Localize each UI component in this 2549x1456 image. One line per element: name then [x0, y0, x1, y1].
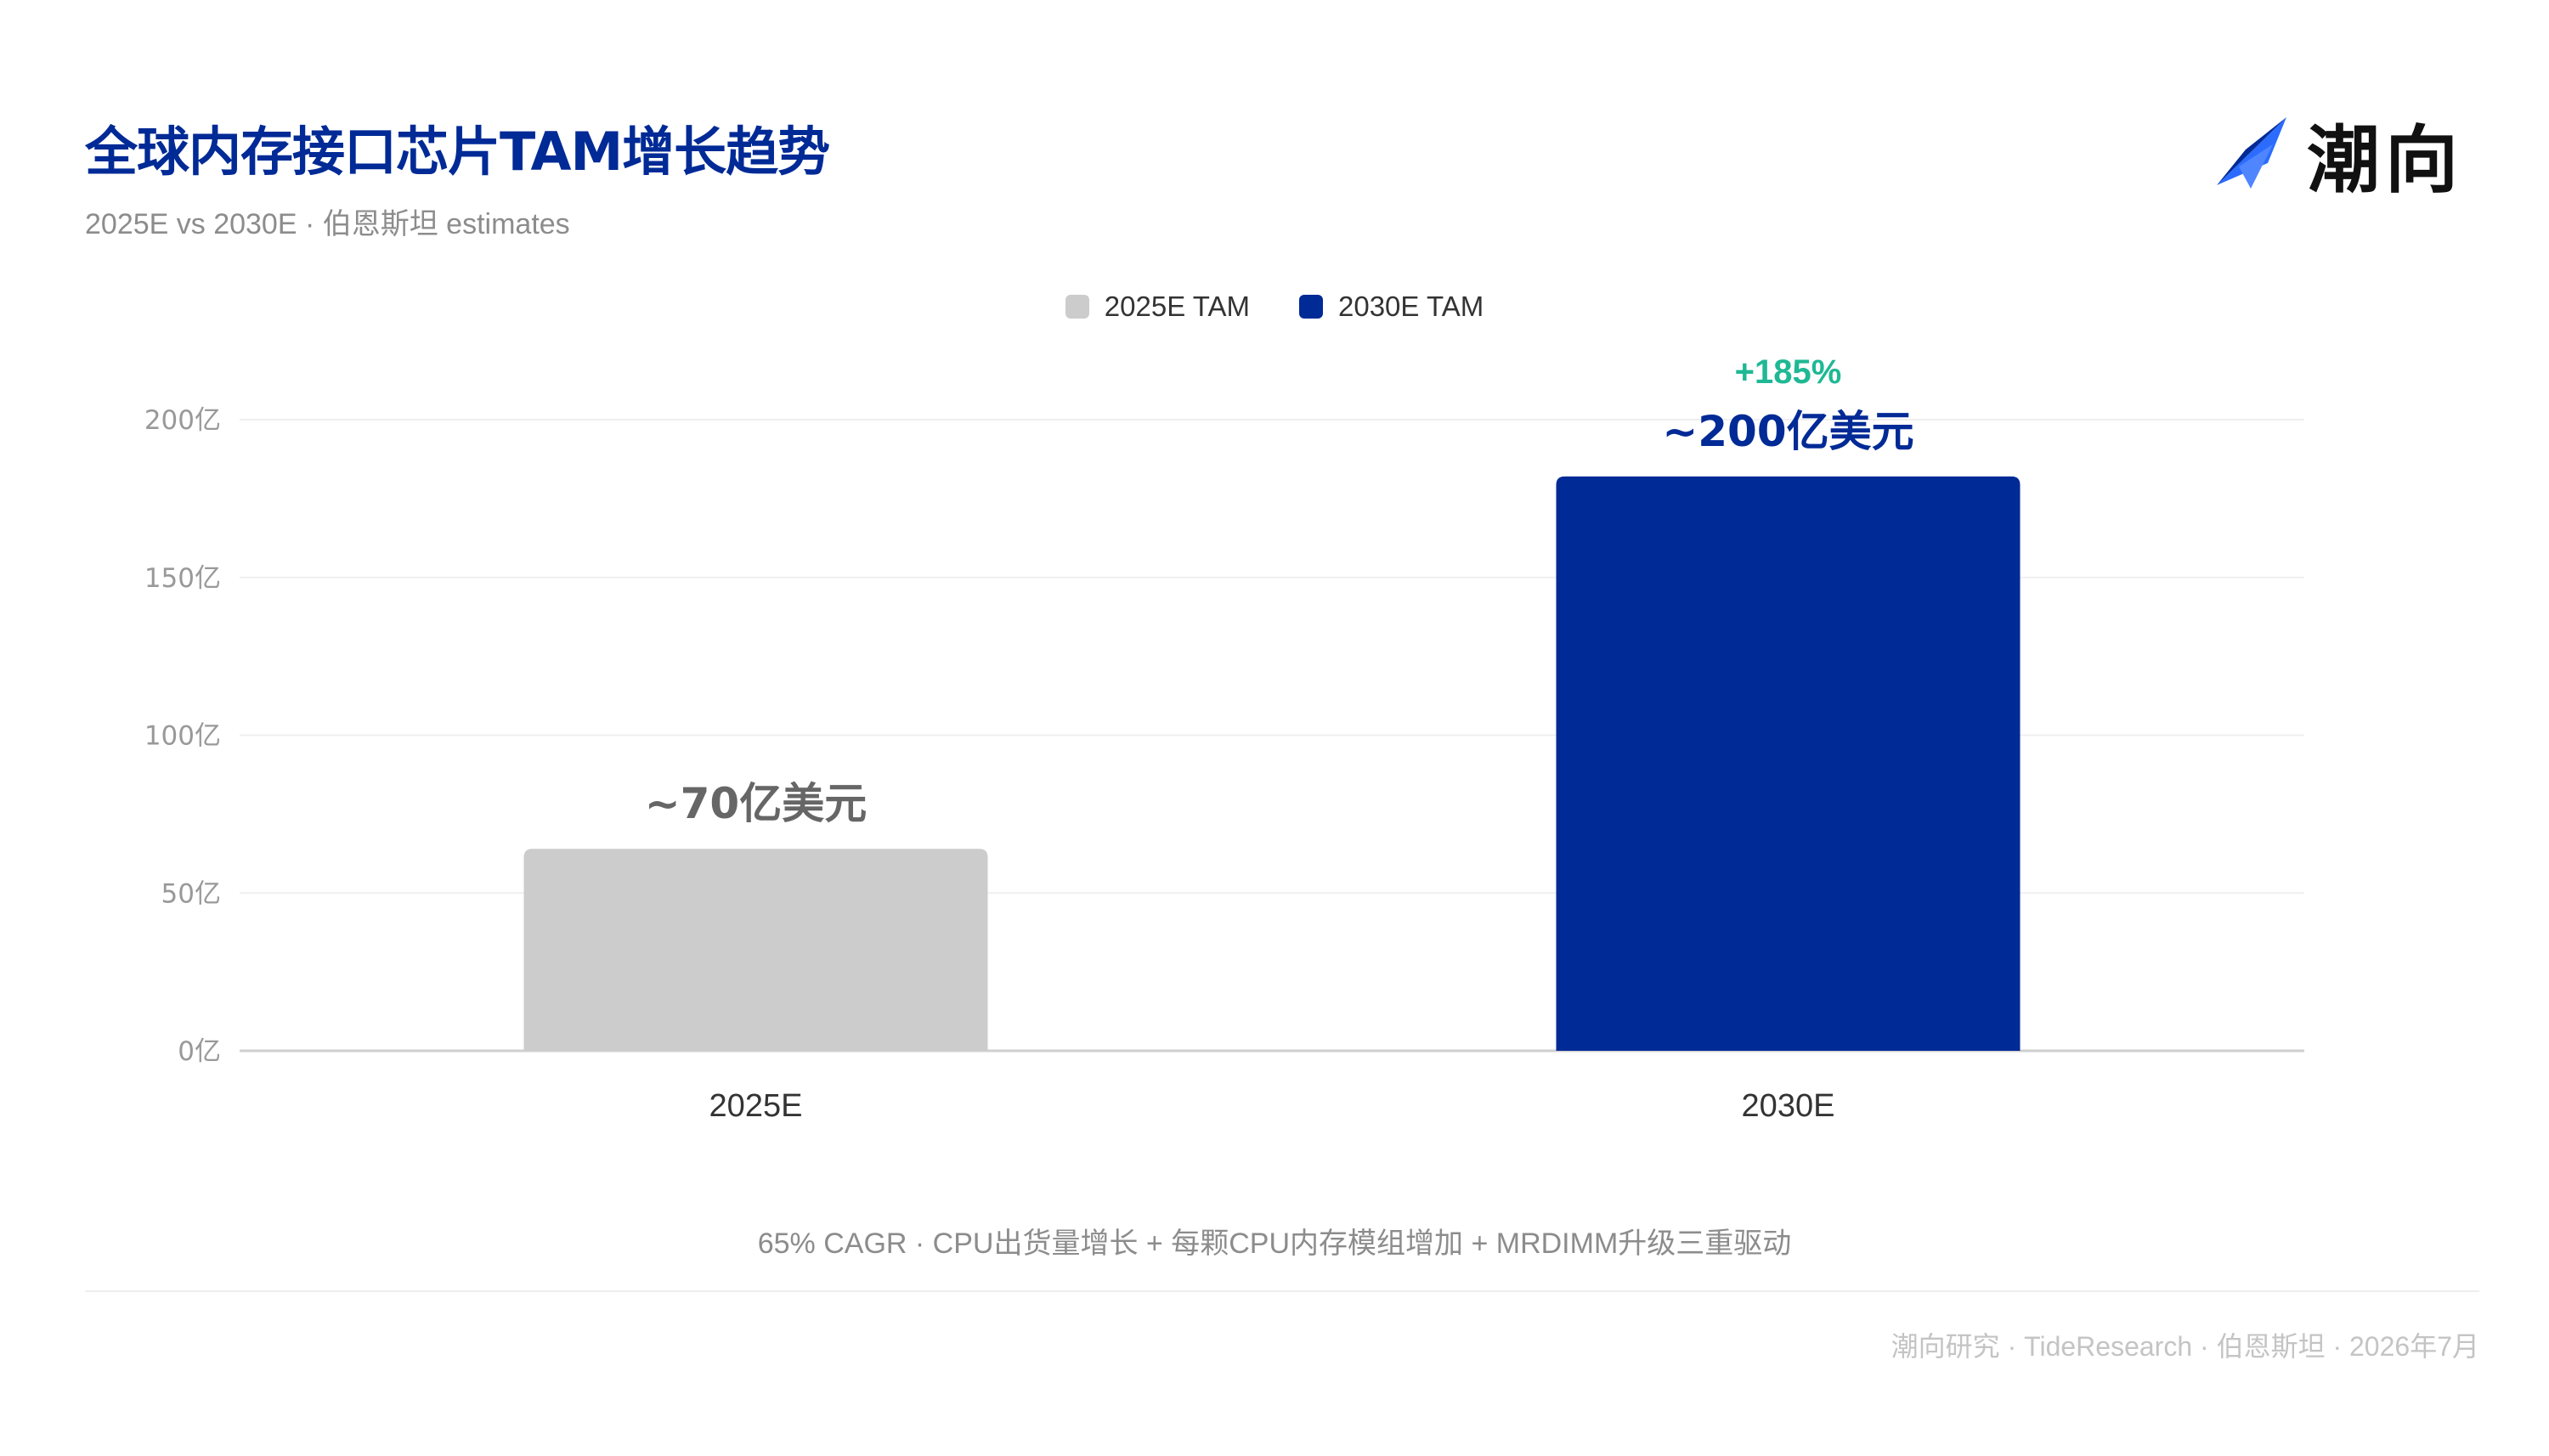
- legend-label-2025e: 2025E TAM: [1104, 291, 1250, 322]
- arrow-bird-logo-icon: [2213, 110, 2295, 196]
- footer-divider: [85, 1290, 2479, 1292]
- chart-title: 全球内存接口芯片TAM增长趋势: [85, 121, 830, 183]
- legend-label-2030e: 2030E TAM: [1338, 291, 1484, 322]
- y-tick-label: 50亿: [161, 878, 221, 909]
- data-label: ~70亿美元: [645, 779, 867, 828]
- y-tick-label: 150亿: [144, 563, 221, 594]
- chart-footnote: 65% CAGR · CPU出货量增长 + 每颗CPU内存模组增加 + MRDI…: [757, 1227, 1792, 1260]
- legend-swatch-2025e: [1065, 295, 1089, 319]
- legend-item-2025e: 2025E TAM: [1065, 291, 1250, 323]
- y-tick-label: 0亿: [178, 1036, 221, 1067]
- bar-chart: 0亿 50亿 100亿 150亿 200亿 2025E ~70亿美元 2030E ~200亿美元…: [144, 353, 2304, 1124]
- growth-label: +185%: [1735, 353, 1842, 391]
- x-tick-label: 2030E: [1742, 1088, 1835, 1124]
- data-label: ~200亿美元: [1662, 407, 1913, 456]
- legend-swatch-2030e: [1299, 295, 1323, 319]
- chart-legend: 2025E TAM 2030E TAM: [0, 291, 2549, 323]
- legend-item-2030e: 2030E TAM: [1299, 291, 1484, 323]
- brand-name: 潮向: [2307, 118, 2463, 203]
- y-tick-label: 200亿: [144, 405, 221, 436]
- bar-2025e: [523, 849, 988, 1051]
- chart-subtitle: 2025E vs 2030E · 伯恩斯坦 estimates: [85, 208, 570, 240]
- y-tick-label: 100亿: [144, 721, 221, 752]
- bar-2030e: [1556, 476, 2021, 1051]
- brand-logo: 潮向: [2213, 100, 2463, 206]
- x-tick-label: 2025E: [709, 1088, 803, 1124]
- source-credit: 潮向研究 · TideResearch · 伯恩斯坦 · 2026年7月: [1891, 1331, 2479, 1362]
